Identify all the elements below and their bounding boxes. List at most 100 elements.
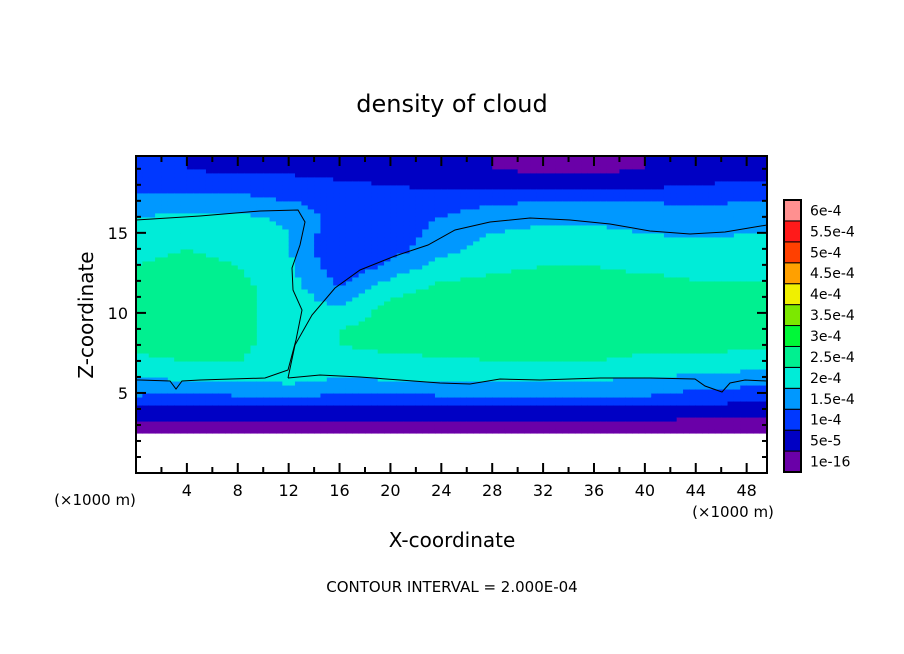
heatmap-cell [441,236,449,242]
heatmap-cell [358,220,366,226]
heatmap-cell [568,172,576,178]
heatmap-cell [161,364,169,370]
heatmap-cell [473,364,481,370]
heatmap-cell [136,312,143,318]
heatmap-cell [428,232,436,238]
heatmap-cell [136,224,143,230]
heatmap-cell [524,164,531,170]
heatmap-cell [441,336,449,342]
heatmap-cell [193,228,201,234]
heatmap-cell [263,292,271,298]
heatmap-cell [549,404,557,410]
heatmap-cell [441,268,449,274]
heatmap-cell [256,296,264,302]
heatmap-cell [530,160,538,166]
heatmap-cell [574,348,582,354]
heatmap-cell [587,356,595,362]
heatmap-cell [517,340,525,346]
heatmap-cell [301,388,309,394]
heatmap-cell [193,404,201,410]
heatmap-cell [256,164,264,170]
heatmap-cell [288,340,296,346]
heatmap-cell [275,204,283,210]
heatmap-cell [422,204,430,210]
heatmap-cell [434,244,442,250]
heatmap-cell [428,228,436,234]
heatmap-cell [574,168,582,174]
heatmap-cell [428,188,436,194]
heatmap-cell [492,360,500,366]
heatmap-cell [339,400,347,406]
heatmap-cell [460,404,468,410]
heatmap-cell [504,320,512,326]
heatmap-cell [263,380,271,386]
heatmap-cell [454,208,462,214]
heatmap-cell [231,312,239,318]
heatmap-cell [136,172,143,178]
heatmap-cell [282,192,290,198]
heatmap-cell [479,392,487,398]
heatmap-cell [364,420,372,426]
heatmap-cell [441,228,449,234]
heatmap-cell [174,388,182,394]
heatmap-cell [225,200,233,206]
heatmap-cell [282,412,290,418]
heatmap-cell [511,184,519,190]
heatmap-cell [422,416,430,422]
heatmap-cell [180,248,188,254]
heatmap-cell [441,264,449,270]
heatmap-cell [301,384,309,390]
heatmap-cell [212,200,220,206]
heatmap-cell [403,168,411,174]
heatmap-cell [314,156,322,162]
heatmap-cell [581,244,589,250]
heatmap-cell [492,268,500,274]
heatmap-cell [345,352,353,358]
heatmap-cell [485,180,493,186]
heatmap-cell [460,220,468,226]
heatmap-cell [358,416,366,422]
heatmap-cell [269,332,277,338]
heatmap-cell [225,180,233,186]
heatmap-cell [244,276,252,282]
heatmap-cell [473,312,481,318]
heatmap-cell [422,264,430,270]
heatmap-cell [555,176,563,182]
heatmap-cell [161,424,169,430]
heatmap-cell [441,308,449,314]
heatmap-cell [498,340,506,346]
heatmap-cell [244,240,252,246]
heatmap-cell [466,312,474,318]
heatmap-cell [447,400,455,406]
heatmap-cell [371,216,379,222]
heatmap-cell [428,260,436,266]
heatmap-cell [180,232,188,238]
heatmap-cell [364,372,372,378]
heatmap-cell [161,316,169,322]
heatmap-cell [288,172,296,178]
heatmap-cell [415,184,423,190]
heatmap-cell [562,328,570,334]
heatmap-cell [345,244,353,250]
heatmap-cell [161,188,169,194]
heatmap-cell [250,388,258,394]
heatmap-cell [524,348,531,354]
heatmap-cell [295,204,302,210]
heatmap-cell [320,292,328,298]
heatmap-cell [555,356,563,362]
heatmap-cell [562,184,570,190]
heatmap-cell [155,332,163,338]
heatmap-cell [568,424,576,430]
heatmap-cell [225,300,233,306]
heatmap-cell [174,256,182,262]
heatmap-cell [250,368,258,374]
heatmap-cell [409,196,417,202]
heatmap-cell [225,356,233,362]
heatmap-cell [339,236,347,242]
heatmap-cell [275,268,283,274]
heatmap-cell [517,384,525,390]
heatmap-cell [320,272,328,278]
heatmap-cell [415,400,423,406]
heatmap-cell [447,408,455,414]
heatmap-cell [314,364,322,370]
